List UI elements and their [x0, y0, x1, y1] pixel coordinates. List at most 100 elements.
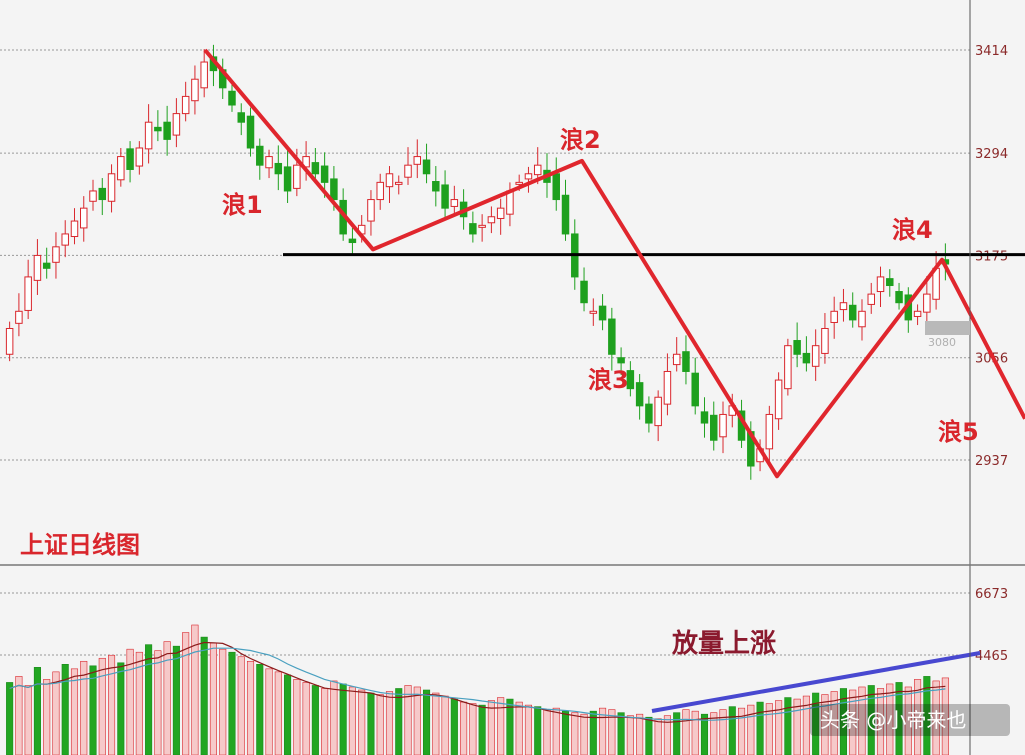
candle-body: [311, 162, 320, 175]
volume-bar: [339, 683, 347, 755]
candle-body: [144, 121, 153, 150]
candle-body: [293, 164, 301, 189]
candle-body: [265, 156, 273, 169]
volume-bars: [6, 624, 949, 755]
price-tick-label: 3175: [975, 249, 1008, 264]
candle-body: [672, 353, 681, 366]
volume-bar: [765, 703, 773, 755]
candle-body: [923, 293, 931, 313]
volume-bar: [849, 689, 857, 755]
volume-bar: [367, 692, 375, 755]
candle-body: [765, 413, 774, 450]
volume-bar: [552, 707, 560, 755]
wave-4-label: 浪4: [892, 216, 933, 244]
price-marker: 3080: [925, 321, 970, 349]
volume-bar: [191, 624, 199, 755]
volume-bar: [821, 694, 829, 755]
volume-bar: [117, 662, 125, 755]
volume-annotation: 放量上涨: [671, 628, 776, 659]
candle-body: [172, 113, 181, 136]
volume-bar: [24, 685, 32, 755]
volume-bar: [487, 700, 495, 755]
volume-bar: [423, 689, 431, 755]
candle-body: [450, 199, 459, 207]
candle-body: [691, 372, 699, 407]
volume-bar: [932, 680, 940, 755]
volume-bar: [654, 718, 662, 755]
price-tick-label: 3056: [975, 352, 1008, 367]
volume-bar: [376, 694, 384, 755]
candle-body: [52, 246, 60, 263]
volume-bar: [608, 709, 616, 755]
volume-bar: [719, 709, 727, 755]
volume-bar: [543, 709, 551, 755]
candle-body: [42, 262, 51, 269]
candle-body: [107, 173, 116, 202]
candle-body: [432, 181, 440, 192]
volume-bar: [497, 697, 505, 755]
candle-body: [5, 327, 14, 355]
volume-bar: [561, 710, 570, 755]
volume-bar: [6, 682, 14, 755]
candle-body: [256, 145, 264, 166]
candle-body: [524, 173, 533, 180]
volume-bar: [358, 689, 366, 755]
volume-bar: [413, 686, 421, 755]
volume-trend-line: [651, 651, 981, 713]
candle-body: [283, 166, 292, 192]
volume-ma-long-line: [9, 647, 946, 721]
volume-bar: [200, 636, 208, 755]
volume-bar: [154, 650, 162, 755]
candle-body: [441, 184, 449, 209]
volume-bar: [617, 712, 625, 755]
candle-body: [80, 207, 88, 229]
candle-body: [320, 165, 329, 183]
candle-body: [348, 238, 357, 244]
candle-body: [913, 310, 922, 317]
candle-body: [126, 148, 134, 170]
volume-bar: [830, 691, 838, 755]
volume-bar: [89, 665, 97, 755]
volume-bar: [626, 715, 634, 755]
candle-body: [626, 370, 635, 390]
candle-body: [15, 310, 23, 324]
candle-body: [793, 340, 801, 355]
volume-bar: [61, 664, 69, 755]
candle-body: [848, 304, 857, 321]
watermark: 头条 @小帝来也: [810, 704, 1010, 736]
volume-ma-short-line: [9, 641, 946, 723]
volume-bar: [219, 648, 227, 755]
candle-body: [830, 310, 838, 323]
candle-body: [200, 61, 208, 89]
candle-body: [515, 181, 523, 185]
volume-bar: [237, 656, 245, 755]
candle-body: [654, 396, 662, 427]
candle-body: [367, 199, 375, 222]
volume-bar: [682, 709, 690, 755]
candle-body: [237, 112, 245, 123]
volume-bar: [460, 701, 468, 755]
candle-body: [404, 164, 412, 178]
candle-body: [191, 78, 199, 102]
volume-bar: [228, 651, 236, 755]
volume-bar: [691, 710, 699, 755]
volume-bar: [941, 677, 949, 755]
volume-bar: [738, 707, 746, 755]
candle-body: [395, 181, 403, 185]
candle-body: [246, 115, 255, 149]
candle-body: [70, 220, 79, 238]
volume-tick-label: 6673: [975, 587, 1008, 602]
volume-bar: [52, 671, 60, 755]
candle-body: [376, 181, 384, 201]
volume-bar: [580, 713, 588, 755]
candle-body: [886, 278, 894, 287]
candle-body: [181, 95, 190, 115]
volume-bar: [441, 695, 449, 755]
wave-zigzag-line: [203, 48, 1025, 479]
volume-grid: 6673 4465: [0, 587, 1008, 664]
candle-body: [580, 280, 588, 304]
volume-bar: [636, 713, 644, 755]
candle-body: [682, 351, 690, 372]
candle-body: [478, 224, 486, 228]
